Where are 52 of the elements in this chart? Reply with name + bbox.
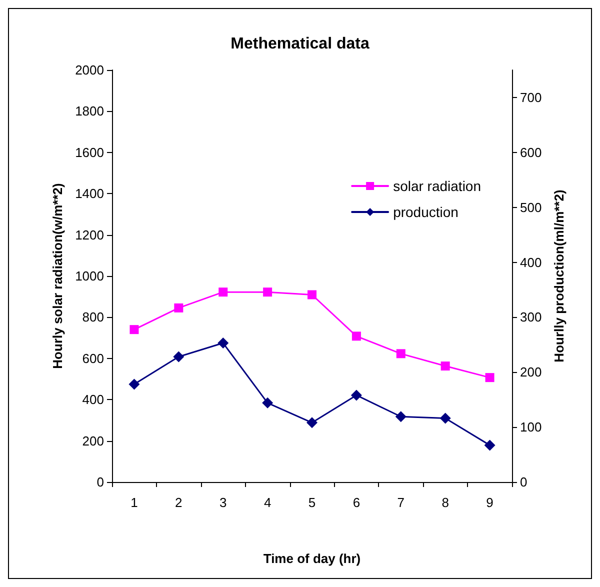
point [262,397,274,408]
point [440,412,451,424]
x-tick-label: 4 [264,495,272,510]
y-tick-label: 1000 [75,268,104,284]
y2-tick-label: 400 [520,254,542,270]
y-tick-label: 1400 [75,186,104,202]
point [484,440,496,451]
y-tick-label: 1600 [75,144,104,160]
y2-tick-label: 100 [520,420,542,435]
chart-title: Methematical data [230,36,370,52]
x-tick-label: 7 [397,495,405,510]
point [485,373,494,382]
point [352,332,361,341]
point [128,378,140,390]
x-tick-label: 8 [442,495,449,510]
legend-label: solar radiation [393,178,481,194]
point [174,303,184,312]
point [218,288,228,297]
x-tick-label: 5 [308,495,316,510]
y2-tick-label: 500 [520,200,542,215]
y-tick-label: 0 [96,474,104,490]
point [130,325,139,334]
y2-tick-label: 700 [520,90,542,105]
point [395,411,406,422]
legend-label: production [393,204,458,220]
point [218,338,229,349]
x-axis-title: Time of day (hr) [263,551,361,566]
point [440,362,450,371]
point [396,349,406,358]
x-tick-label: 9 [486,495,494,510]
y2-tick-label: 600 [520,144,542,160]
x-tick-label: 6 [352,495,360,510]
y-tick-label: 200 [82,433,104,448]
y-axis-title: Hourly solar radiation(w/m**2) [50,183,66,369]
y-tick-label: 1200 [75,227,104,242]
y-tick-label: 800 [82,310,104,325]
x-tick-label: 1 [130,495,138,510]
y-tick-label: 1800 [75,104,104,119]
x-tick-label: 3 [219,495,227,510]
y2-axis-title: Hourlly production(ml/m**2) [552,190,567,362]
point [308,290,316,300]
point [263,288,272,297]
y-tick-label: 400 [82,392,104,408]
x-tick-label: 2 [175,495,182,510]
y-tick-label: 2000 [75,62,104,78]
point [350,390,362,401]
y-tick-label: 600 [82,350,104,366]
y2-tick-label: 0 [520,474,528,490]
point [306,417,318,428]
y2-tick-label: 200 [520,364,542,380]
point [173,351,184,362]
y2-tick-label: 300 [520,310,542,325]
